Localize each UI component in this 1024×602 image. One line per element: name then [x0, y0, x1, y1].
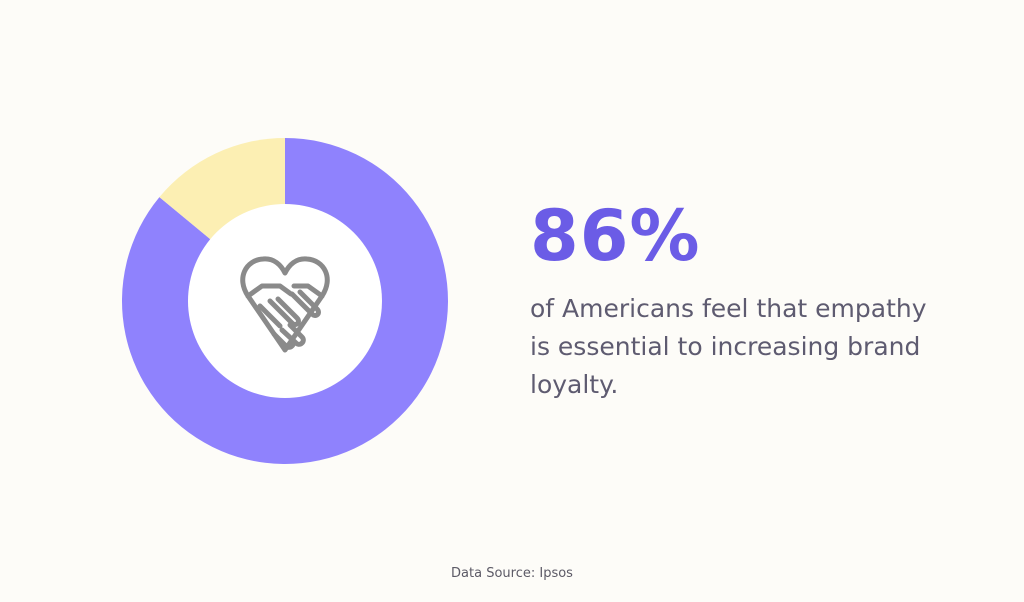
donut-chart-svg — [121, 138, 448, 465]
donut-chart — [120, 136, 450, 466]
donut-hole — [188, 204, 382, 398]
data-source: Data Source: Ipsos — [451, 566, 573, 581]
handshake-heart-icon — [240, 256, 330, 353]
stat-block: 86% of Americans feel that empathy is es… — [530, 196, 970, 404]
stat-caption: of Americans feel that empathy is essent… — [530, 294, 927, 399]
stat-value: 86% — [530, 195, 701, 277]
